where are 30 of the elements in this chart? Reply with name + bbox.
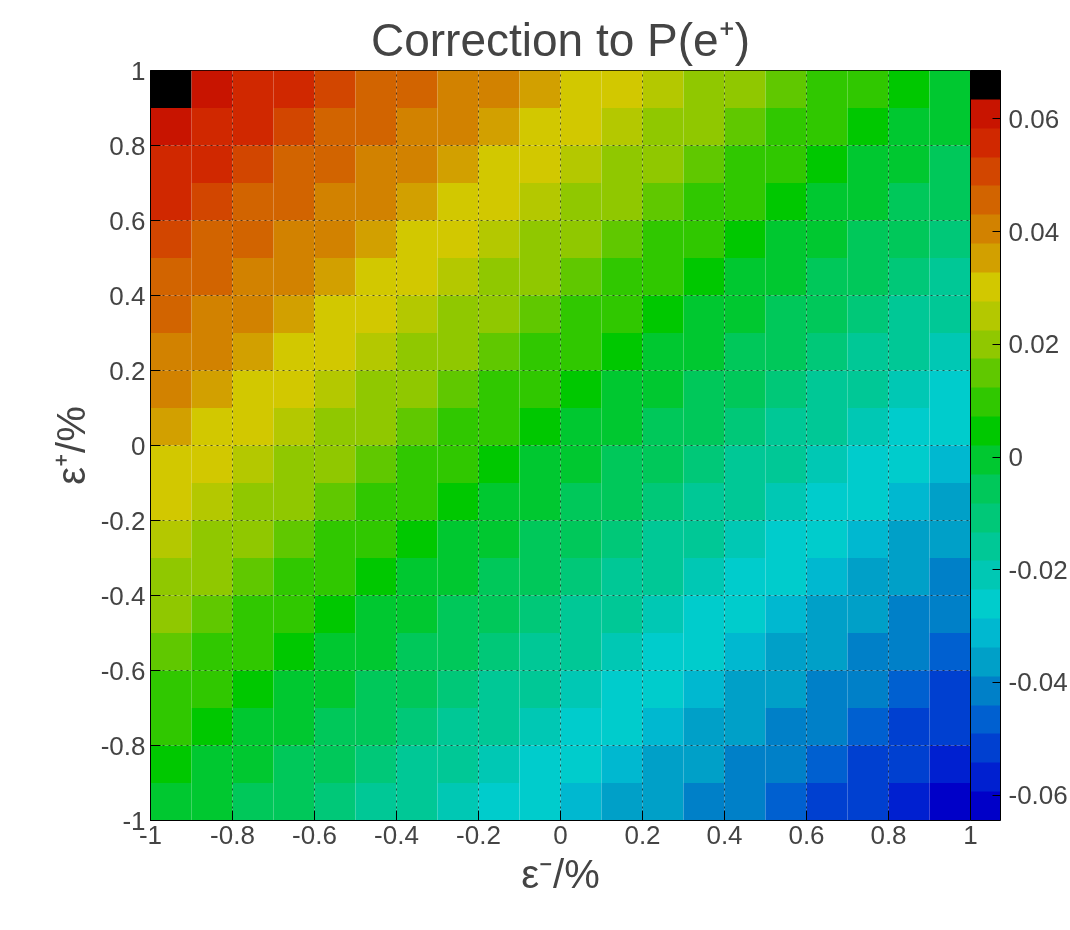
y-tick-label: -0.4 xyxy=(100,580,146,611)
color-bar-label: -0.02 xyxy=(1008,554,1068,585)
x-tick-label: 0.6 xyxy=(788,819,825,850)
color-bar-label: 0.02 xyxy=(1008,329,1060,360)
x-tick-label: 0.4 xyxy=(706,819,743,850)
x-tick-label: -0.6 xyxy=(292,819,337,850)
x-tick-label: -0.8 xyxy=(210,819,255,850)
y-tick-label: 0.4 xyxy=(109,280,146,311)
color-bar-label: -0.04 xyxy=(1008,667,1068,698)
y-tick-label: -0.2 xyxy=(100,505,146,536)
y-tick-label: -0.8 xyxy=(100,730,146,761)
x-tick-label: 0.2 xyxy=(624,819,661,850)
y-tick-label: 1 xyxy=(131,55,146,86)
x-tick-label: -0.4 xyxy=(374,819,419,850)
y-tick-label: 0.8 xyxy=(109,130,146,161)
chart-title: Correction to P(e⁺) xyxy=(370,13,751,66)
color-bar-label: 0 xyxy=(1008,442,1023,473)
x-tick-label: -0.2 xyxy=(456,819,501,850)
x-tick-label: 1 xyxy=(963,819,978,850)
y-tick-label: -0.6 xyxy=(100,655,146,686)
y-tick-label: 0.2 xyxy=(109,355,146,386)
color-bar-label: 0.06 xyxy=(1008,103,1060,134)
x-axis-title: ε⁻/% xyxy=(521,851,600,896)
color-bar-label: -0.06 xyxy=(1008,780,1068,811)
color-bar-label: 0.04 xyxy=(1008,216,1060,247)
y-tick-label: 0.6 xyxy=(109,205,146,236)
x-tick-label: 0.8 xyxy=(870,819,907,850)
y-tick-label: 0 xyxy=(131,430,146,461)
x-tick-label: 0 xyxy=(553,819,568,850)
y-axis-title: ε⁺/% xyxy=(48,406,93,485)
